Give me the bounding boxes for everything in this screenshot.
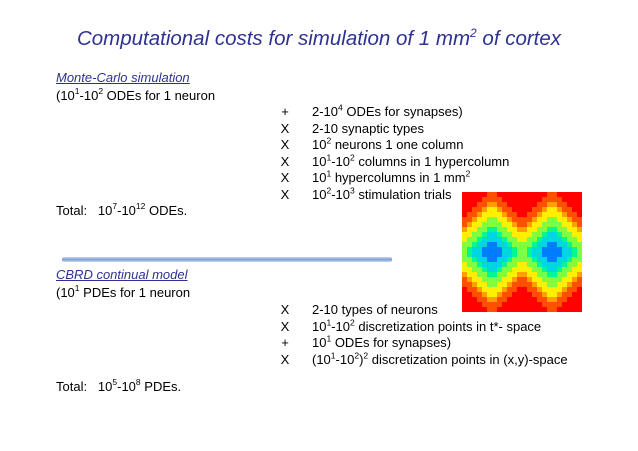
- monte-carlo-factor: 101-102 columns in 1 hypercolumn: [312, 152, 510, 169]
- color-contour-image: [462, 192, 582, 312]
- monte-carlo-factor: 102-103 stimulation trials: [312, 185, 452, 202]
- monte-carlo-operator: X: [280, 120, 290, 136]
- section-divider: [62, 257, 392, 262]
- cbrd-factor: 101-102 discretization points in t*- spa…: [312, 317, 542, 334]
- monte-carlo-factor: 101 hypercolumns in 1 mm2: [312, 168, 471, 185]
- monte-carlo-factor: 102 neurons 1 one column: [312, 135, 464, 152]
- monte-carlo-operator: +: [281, 104, 289, 119]
- monte-carlo-factor: 2-10 synaptic types: [312, 120, 425, 136]
- monte-carlo-factor: 2-104 ODEs for synapses): [312, 102, 463, 119]
- cbrd-operator: X: [280, 351, 290, 367]
- monte-carlo-operator: X: [280, 186, 290, 202]
- cbrd-factor: 2-10 types of neurons: [312, 302, 438, 317]
- cbrd-total: Total: 105-108 PDEs.: [56, 376, 182, 394]
- cbrd-neuron-line: (101 PDEs for 1 neuron: [56, 282, 191, 300]
- monte-carlo-operator: X: [280, 170, 290, 185]
- monte-carlo-neuron-line: (101-102 ODEs for 1 neuron: [56, 85, 216, 103]
- monte-carlo-heading: Monte-Carlo simulation: [56, 70, 190, 85]
- cbrd-factor: 101 ODEs for synapses): [312, 333, 452, 350]
- cbrd-operator: X: [280, 318, 290, 334]
- cbrd-factor: (101-102)2 discretization points in (x,y…: [312, 350, 568, 367]
- monte-carlo-total: Total: 107-1012 ODEs.: [56, 200, 188, 218]
- cbrd-operator: X: [280, 302, 290, 317]
- cbrd-heading: CBRD continual model: [56, 267, 188, 282]
- cbrd-operator: +: [281, 335, 289, 350]
- monte-carlo-operator: X: [280, 137, 290, 152]
- page-title: Computational costs for simulation of 1 …: [76, 26, 562, 50]
- monte-carlo-operator: X: [280, 153, 290, 169]
